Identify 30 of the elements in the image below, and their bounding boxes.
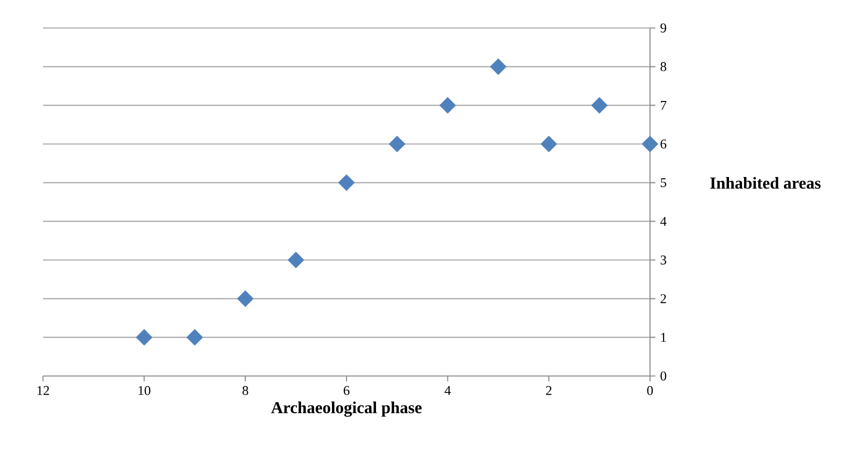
- y-tick-label: 1: [661, 332, 666, 342]
- point: [642, 136, 658, 152]
- y-tick-label: 4: [660, 216, 667, 226]
- x-tick-label: 8: [242, 386, 248, 396]
- x-tick-label: 0: [647, 386, 653, 396]
- y-tick-label: 6: [660, 140, 666, 148]
- point: [439, 97, 456, 114]
- point: [540, 136, 558, 152]
- x-tick-label: 2: [546, 386, 552, 395]
- y-axis-title: Inhabited areas: [710, 177, 821, 189]
- point: [490, 58, 506, 75]
- x-tick-label: 10: [138, 386, 150, 396]
- x-axis-title: Archaeological phase: [271, 402, 422, 417]
- point: [591, 97, 608, 114]
- x-tick-label: 6: [344, 386, 350, 395]
- y-tick-label: 7: [660, 100, 666, 110]
- x-tick-label: 12: [38, 386, 49, 395]
- y-tick-label: 8: [660, 62, 666, 72]
- y-tick-label: 3: [660, 256, 666, 264]
- y-tick-label: 0: [660, 372, 666, 380]
- x-tick-label: 4: [444, 386, 451, 395]
- point: [186, 329, 203, 346]
- point: [388, 136, 406, 152]
- point: [338, 174, 355, 191]
- point: [237, 290, 254, 307]
- y-tick-label: 2: [660, 294, 666, 304]
- y-tick-label: 9: [660, 24, 666, 32]
- point: [136, 329, 152, 346]
- y-tick-label: 5: [660, 178, 666, 188]
- point: [288, 252, 304, 268]
